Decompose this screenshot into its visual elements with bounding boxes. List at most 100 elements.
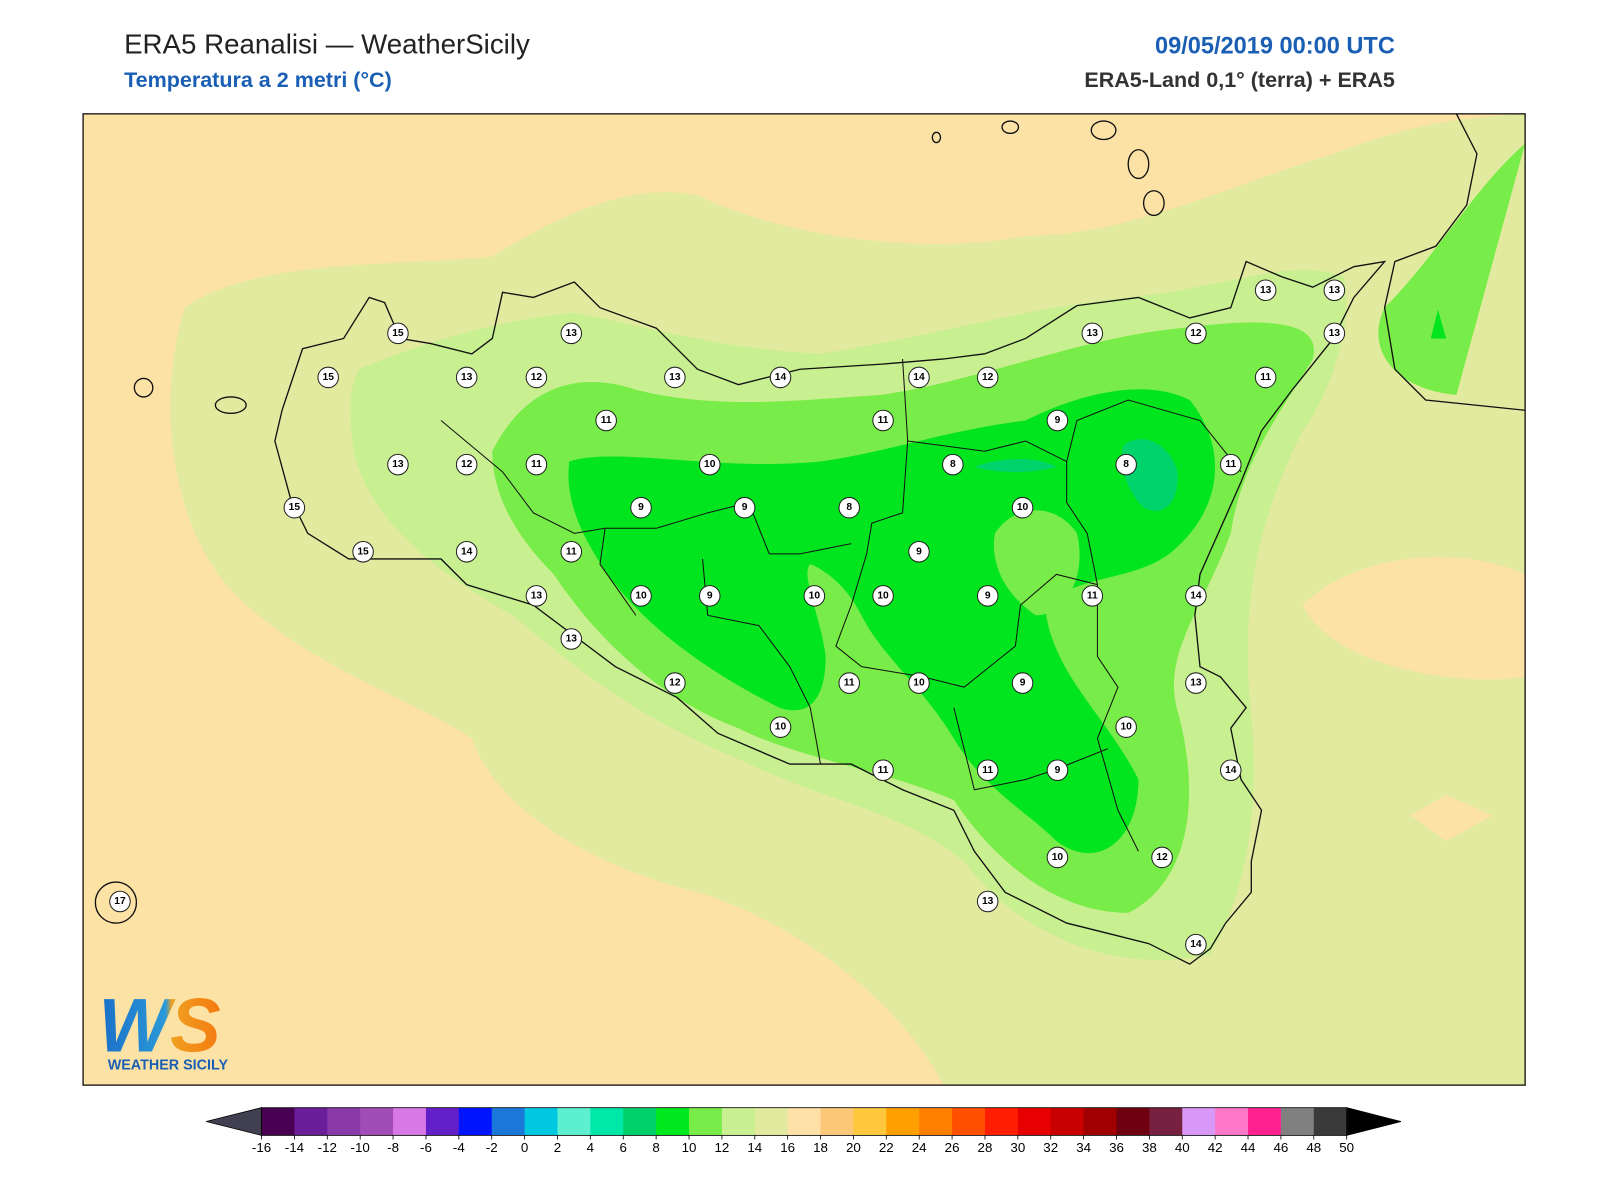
label-marker bbox=[942, 453, 964, 476]
label-marker bbox=[769, 366, 792, 389]
label-marker bbox=[872, 585, 894, 607]
station-value: 9 bbox=[707, 590, 713, 601]
label-marker bbox=[1185, 933, 1207, 956]
colorbar-tick-label: 32 bbox=[1043, 1140, 1058, 1155]
station-value: 9 bbox=[985, 590, 991, 601]
colorbar-tick-label: 26 bbox=[945, 1140, 960, 1155]
label-marker bbox=[1011, 672, 1034, 694]
station-value: 11 bbox=[566, 546, 577, 557]
label-marker bbox=[1185, 585, 1207, 607]
colorbar-tick-label: 42 bbox=[1208, 1140, 1223, 1155]
colorbar-tick-label: -14 bbox=[285, 1140, 305, 1155]
colorbar: -16 -14 -12 -10 -8 -6 -4 -2 0 2 4 6 8 10 12 14 16 18 20 22 2… bbox=[206, 1107, 1402, 1155]
label-marker bbox=[976, 585, 999, 607]
colorbar-swatch bbox=[1313, 1107, 1348, 1136]
colorbar-swatch bbox=[524, 1107, 558, 1136]
field-8-10 bbox=[568, 389, 1216, 854]
station-value: 14 bbox=[461, 546, 473, 557]
colorbar-swatch bbox=[1280, 1107, 1315, 1136]
colorbar-swatch bbox=[294, 1107, 328, 1136]
colorbar-tick-label: 4 bbox=[587, 1140, 595, 1155]
station-value: 10 bbox=[1017, 502, 1029, 513]
label-marker bbox=[455, 366, 478, 389]
station-value: 11 bbox=[878, 765, 889, 776]
label-marker bbox=[872, 409, 894, 432]
label-marker bbox=[872, 759, 894, 782]
label-marker bbox=[803, 585, 826, 607]
map-frame bbox=[82, 113, 1526, 1086]
colorbar-swatch bbox=[1149, 1107, 1183, 1136]
island bbox=[931, 131, 942, 144]
station-value: 13 bbox=[566, 328, 578, 339]
label-marker bbox=[664, 672, 686, 694]
station-value: 9 bbox=[1020, 678, 1026, 689]
station-value: 9 bbox=[1055, 765, 1061, 776]
colorbar-swatch bbox=[656, 1107, 690, 1136]
station-value: 13 bbox=[982, 896, 994, 907]
label-marker bbox=[455, 541, 478, 563]
colorbar-tick-label: 10 bbox=[682, 1140, 697, 1155]
label-marker bbox=[1185, 672, 1207, 694]
colorbar-tick-label: 24 bbox=[912, 1140, 927, 1155]
field-16-18 bbox=[1302, 557, 1526, 680]
label-marker bbox=[1081, 585, 1104, 607]
station-value: 14 bbox=[1190, 590, 1202, 601]
label-marker bbox=[838, 496, 860, 519]
label-marker bbox=[698, 453, 721, 476]
colorbar-swatch bbox=[820, 1107, 854, 1136]
field-8-10 bbox=[1430, 309, 1447, 339]
label-marker bbox=[387, 322, 409, 345]
colorbar-swatch bbox=[853, 1107, 887, 1136]
colorbar-tick-label: 34 bbox=[1076, 1140, 1091, 1155]
colorbar-tick-label: -10 bbox=[351, 1140, 370, 1155]
station-value: 15 bbox=[289, 502, 301, 513]
province-border bbox=[440, 358, 1242, 852]
colorbar-tick-label: 50 bbox=[1339, 1140, 1354, 1155]
station-value: 12 bbox=[461, 459, 473, 470]
colorbar-swatch bbox=[886, 1107, 920, 1136]
colorbar-swatch bbox=[261, 1107, 295, 1136]
colorbar-tick-label: 14 bbox=[747, 1140, 762, 1155]
label-marker bbox=[525, 366, 548, 389]
map: 15 13 15 13 12 13 14 14 12 13 12 13 13 13 11 11 11 9 13 12 1… bbox=[83, 113, 1526, 1086]
colorbar-tick-label: 0 bbox=[521, 1140, 528, 1155]
island bbox=[1090, 120, 1117, 141]
colorbar-tick-label: 6 bbox=[620, 1140, 627, 1155]
colorbar-tick-label: 12 bbox=[714, 1140, 729, 1155]
island bbox=[214, 396, 247, 414]
label-marker bbox=[1220, 453, 1242, 476]
colorbar-tick-label: 22 bbox=[879, 1140, 894, 1155]
station-value: 11 bbox=[531, 459, 542, 470]
colorbar-tick-label: 28 bbox=[978, 1140, 993, 1155]
label-marker bbox=[387, 453, 409, 476]
station-value: 9 bbox=[1055, 415, 1061, 426]
station-value: 8 bbox=[1123, 459, 1129, 470]
station-value: 13 bbox=[1190, 678, 1202, 689]
island bbox=[1142, 190, 1165, 217]
station-value: 14 bbox=[1190, 939, 1202, 950]
station-value: 13 bbox=[1329, 328, 1341, 339]
station-value: 10 bbox=[635, 590, 647, 601]
label-marker bbox=[976, 366, 999, 389]
label-marker bbox=[1115, 716, 1137, 738]
colorbar-swatch bbox=[1050, 1107, 1085, 1136]
label-marker bbox=[908, 366, 930, 389]
station-value: 8 bbox=[950, 459, 956, 470]
label-marker bbox=[455, 453, 478, 476]
colorbar-swatch bbox=[590, 1107, 624, 1136]
station-value: 12 bbox=[1156, 852, 1168, 863]
label-marker bbox=[1220, 759, 1242, 782]
station-value: 10 bbox=[1120, 722, 1132, 733]
label-marker bbox=[698, 585, 721, 607]
station-value: 11 bbox=[1225, 459, 1236, 470]
field-6-8 bbox=[974, 458, 1057, 473]
label-marker bbox=[595, 409, 617, 432]
label-marker bbox=[1185, 322, 1207, 345]
label-marker bbox=[908, 672, 930, 694]
field-16-18 bbox=[1410, 794, 1493, 842]
station-value: 11 bbox=[601, 415, 612, 426]
station-value: 13 bbox=[1260, 285, 1272, 296]
colorbar-tick-label: 20 bbox=[846, 1140, 861, 1155]
station-value: 11 bbox=[982, 765, 993, 776]
station-value: 9 bbox=[638, 502, 644, 513]
